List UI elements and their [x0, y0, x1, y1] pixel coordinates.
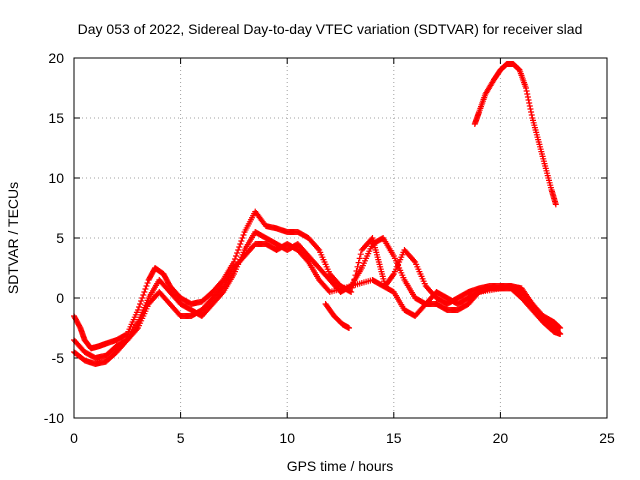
data-point-fill	[356, 255, 363, 262]
data-point-fill	[475, 290, 482, 297]
x-axis-label: GPS time / hours	[287, 458, 394, 474]
y-tick-label: 20	[48, 50, 64, 66]
series-track-1	[71, 208, 564, 352]
data-point-fill	[526, 103, 533, 109]
tick-labels: 0 5 10 15 20 25 -10 -5 0 5 10 15 20	[44, 50, 615, 446]
data-point-fill	[133, 326, 140, 333]
data-point	[552, 201, 559, 208]
y-tick-label: 0	[56, 290, 64, 306]
data-point-fill	[526, 100, 533, 106]
y-tick-label: 5	[56, 230, 64, 246]
data-point-fill	[240, 232, 247, 238]
data-point-fill	[136, 304, 143, 310]
data-point-fill	[239, 235, 246, 241]
series-track-3	[71, 241, 564, 361]
data-point	[522, 85, 529, 91]
data-point-fill	[143, 283, 150, 289]
data-point-fill	[527, 106, 534, 112]
x-tick-label: 5	[177, 430, 185, 446]
series-late-arc	[471, 61, 559, 208]
data-point	[134, 307, 141, 313]
data-point-fill	[354, 263, 361, 270]
y-axis-label: SDTVAR / TECUs	[5, 182, 21, 294]
data-point-fill	[140, 292, 147, 298]
data-point-fill	[141, 289, 148, 295]
data-point-fill	[137, 301, 144, 307]
y-tick-label: 15	[48, 110, 64, 126]
data-point	[557, 325, 564, 331]
data-point-fill	[234, 250, 241, 256]
data-point-fill	[231, 256, 238, 262]
series-short-segment	[322, 301, 353, 331]
data-point-fill	[315, 245, 322, 252]
data-point-fill	[523, 88, 530, 94]
plot-frame	[73, 57, 608, 419]
data-point	[230, 259, 237, 265]
data-point-fill	[411, 257, 418, 264]
data-point-fill	[142, 286, 149, 292]
chart-title: Day 053 of 2022, Sidereal Day-to-day VTE…	[78, 21, 583, 37]
x-tick-label: 0	[70, 430, 78, 446]
data-point-fill	[144, 280, 151, 286]
y-tick-label: -10	[44, 410, 64, 426]
data-point-fill	[355, 259, 362, 266]
data-point-fill	[524, 94, 531, 100]
data-point	[348, 289, 355, 295]
data-point-fill	[524, 91, 531, 97]
x-tick-label: 10	[279, 430, 295, 446]
data-points	[71, 61, 564, 367]
data-point-fill	[235, 247, 242, 253]
data-point-fill	[138, 298, 145, 304]
data-point-fill	[528, 109, 535, 115]
data-point-fill	[528, 112, 535, 118]
data-point-fill	[389, 272, 396, 279]
data-point-fill	[357, 251, 364, 258]
x-tick-label: 15	[386, 430, 402, 446]
data-point	[557, 331, 564, 337]
x-tick-label: 25	[599, 430, 615, 446]
data-point-fill	[525, 97, 532, 103]
data-point-fill	[238, 238, 245, 244]
data-point-fill	[233, 253, 240, 259]
x-tick-label: 20	[493, 430, 509, 446]
data-point	[346, 325, 353, 331]
data-point-fill	[139, 295, 146, 301]
data-point-fill	[236, 244, 243, 250]
y-tick-label: 10	[48, 170, 64, 186]
data-point-fill	[237, 241, 244, 247]
y-tick-label: -5	[52, 350, 65, 366]
